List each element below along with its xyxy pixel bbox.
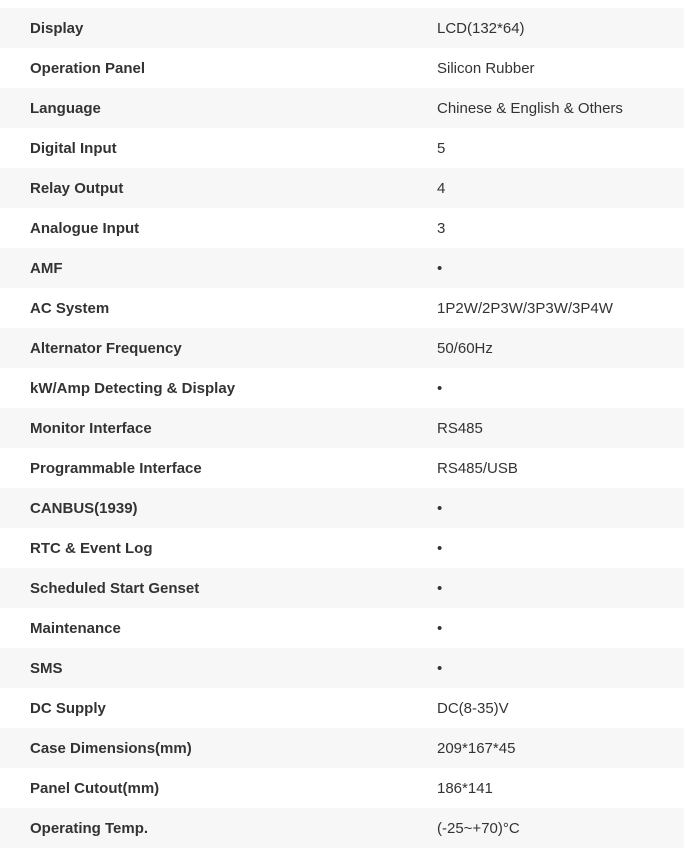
spec-value: 186*141 <box>437 779 493 797</box>
spec-table: Display LCD(132*64) Operation Panel Silicon… <box>0 8 684 848</box>
spec-value: • <box>437 659 443 677</box>
spec-label: DC Supply <box>30 699 106 717</box>
table-row: AC System 1P2W/2P3W/3P3W/3P4W <box>0 288 684 328</box>
spec-value: • <box>437 619 443 637</box>
table-row: Panel Cutout(mm) 186*141 <box>0 768 684 808</box>
table-row: Maintenance • <box>0 608 684 648</box>
spec-label: Analogue Input <box>30 219 140 237</box>
table-row: SMS • <box>0 648 684 688</box>
spec-label: Relay Output <box>30 179 124 197</box>
spec-label: Alternator Frequency <box>30 339 182 357</box>
spec-value: Silicon Rubber <box>437 59 535 77</box>
spec-value: 209*167*45 <box>437 739 516 757</box>
spec-label: Language <box>30 99 101 117</box>
spec-label: Monitor Interface <box>30 419 152 437</box>
table-row: Language Chinese & English & Others <box>0 88 684 128</box>
spec-value: RS485 <box>437 419 483 437</box>
table-row: AMF • <box>0 248 684 288</box>
spec-label: AC System <box>30 299 110 317</box>
table-row: kW/Amp Detecting & Display • <box>0 368 684 408</box>
table-row: Relay Output 4 <box>0 168 684 208</box>
spec-label: Operation Panel <box>30 59 146 77</box>
spec-value: Chinese & English & Others <box>437 99 623 117</box>
spec-label: Scheduled Start Genset <box>30 579 200 597</box>
spec-label: kW/Amp Detecting & Display <box>30 379 236 397</box>
spec-value: RS485/USB <box>437 459 518 477</box>
spec-value: • <box>437 499 443 517</box>
spec-value: 5 <box>437 139 446 157</box>
spec-value: • <box>437 539 443 557</box>
table-row: Case Dimensions(mm) 209*167*45 <box>0 728 684 768</box>
spec-label: Display <box>30 19 84 37</box>
table-row: Digital Input 5 <box>0 128 684 168</box>
spec-label: Programmable Interface <box>30 459 202 477</box>
spec-label: SMS <box>30 659 63 677</box>
table-row: Display LCD(132*64) <box>0 8 684 48</box>
spec-value: LCD(132*64) <box>437 19 525 37</box>
spec-value: 3 <box>437 219 446 237</box>
spec-label: Case Dimensions(mm) <box>30 739 192 757</box>
spec-label: RTC & Event Log <box>30 539 153 557</box>
table-row: Alternator Frequency 50/60Hz <box>0 328 684 368</box>
spec-label: Maintenance <box>30 619 121 637</box>
table-row: Programmable Interface RS485/USB <box>0 448 684 488</box>
spec-label: CANBUS(1939) <box>30 499 138 517</box>
spec-value: • <box>437 579 443 597</box>
table-row: CANBUS(1939) • <box>0 488 684 528</box>
spec-value: DC(8-35)V <box>437 699 509 717</box>
spec-value: • <box>437 379 443 397</box>
spec-value: 1P2W/2P3W/3P3W/3P4W <box>437 299 613 317</box>
spec-value: 50/60Hz <box>437 339 493 357</box>
spec-label: Panel Cutout(mm) <box>30 779 160 797</box>
table-row: Scheduled Start Genset • <box>0 568 684 608</box>
spec-value: 4 <box>437 179 446 197</box>
table-row: DC Supply DC(8-35)V <box>0 688 684 728</box>
spec-value: (-25~+70)°C <box>437 819 520 837</box>
spec-label: Digital Input <box>30 139 117 157</box>
spec-label: Operating Temp. <box>30 819 149 837</box>
table-row: Monitor Interface RS485 <box>0 408 684 448</box>
table-row: RTC & Event Log • <box>0 528 684 568</box>
table-row: Operating Temp. (-25~+70)°C <box>0 808 684 848</box>
table-row: Analogue Input 3 <box>0 208 684 248</box>
spec-label: AMF <box>30 259 63 277</box>
spec-value: • <box>437 259 443 277</box>
table-row: Operation Panel Silicon Rubber <box>0 48 684 88</box>
